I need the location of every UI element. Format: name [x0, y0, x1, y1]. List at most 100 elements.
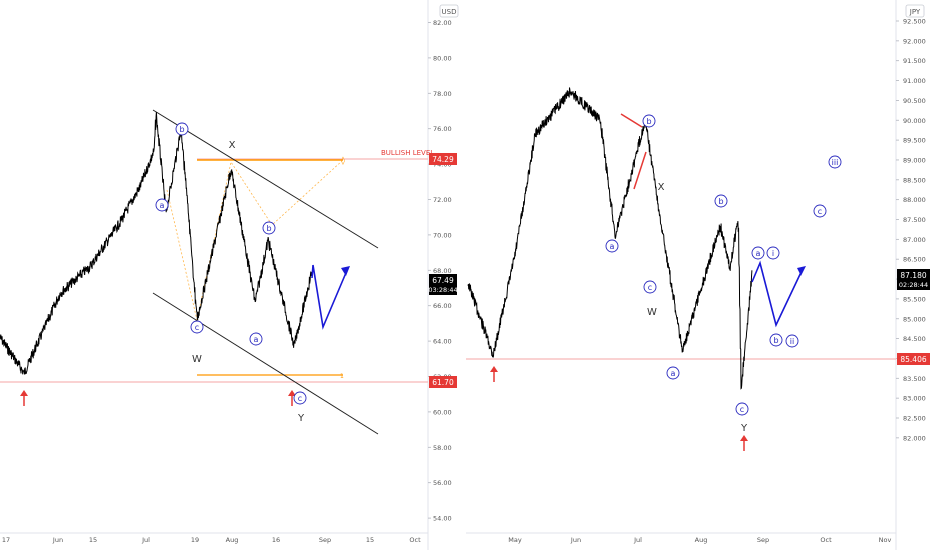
y-tick-label: 82.000 — [903, 434, 926, 442]
y-tick-label: 92.000 — [903, 37, 926, 45]
wave-label-a: a — [249, 332, 263, 346]
y-tick-label: 88.500 — [903, 176, 926, 184]
wave-label-text: b — [646, 117, 651, 126]
right-price-tag-timer: 02:28:44 — [899, 281, 928, 289]
right-projection-path — [751, 260, 804, 328]
wave-label-b: b — [175, 122, 189, 136]
wave-label-c: c — [735, 402, 749, 416]
right-price-axis[interactable]: 92.500 92.000 91.500 91.000 90.500 90.000 89.5… — [896, 18, 926, 443]
y-tick-label: 72.00 — [433, 196, 452, 204]
left-price-tag[interactable] — [429, 274, 457, 295]
x-tick-label: Oct — [409, 536, 421, 544]
wave-label-text: b — [718, 197, 723, 206]
wave-degree-label: Y — [297, 413, 305, 424]
y-tick-label: 89.500 — [903, 137, 926, 145]
y-tick-label: 56.00 — [433, 479, 452, 487]
y-tick-label: 86.500 — [903, 256, 926, 264]
y-tick-label: 82.500 — [903, 415, 926, 423]
wave-label-a: a — [751, 246, 765, 260]
x-tick-label: Jul — [141, 536, 150, 544]
wave-label-text: a — [160, 201, 165, 210]
left-projection-arrowhead — [341, 266, 350, 276]
wave-label-text: b — [266, 224, 271, 233]
left-support-tag[interactable] — [429, 376, 457, 388]
x-tick-label: Oct — [820, 536, 832, 544]
wave-label-text: b — [773, 336, 778, 345]
left-fib-projection-path — [166, 159, 344, 321]
wave-label-text: iii — [832, 158, 839, 167]
left-bullish-tag[interactable] — [429, 153, 457, 165]
y-tick-label: 83.500 — [903, 375, 926, 383]
left-fib-bottom-marker: 1 — [340, 373, 344, 380]
wave-label-text: a — [610, 242, 615, 251]
right-support-tag[interactable] — [897, 353, 930, 365]
right-time-axis[interactable]: May Jun Jul Aug Sep Oct Nov — [508, 536, 891, 544]
wave-degree-label: X — [658, 182, 665, 193]
wave-label-text: i — [772, 249, 774, 258]
left-chart: USD 82.0080.0078.0076.0074.0072.0070.006… — [0, 0, 459, 550]
right-up-arrow-1 — [490, 366, 498, 382]
y-tick-label: 54.00 — [433, 515, 452, 523]
x-tick-label: Sep — [757, 536, 769, 544]
y-tick-label: 85.000 — [903, 315, 926, 323]
right-wedge-line-1 — [620, 113, 643, 128]
right-chart: JPY 92.500 92.000 91.500 91.000 90.500 90.000… — [466, 0, 930, 550]
x-tick-label: 17 — [2, 536, 10, 544]
x-tick-label: Nov — [879, 536, 892, 544]
right-wedge-line-2 — [633, 151, 647, 190]
x-tick-label: Jul — [633, 536, 642, 544]
left-up-arrow-2 — [288, 390, 296, 406]
y-tick-label: 60.00 — [433, 408, 452, 416]
left-price-tag-value: 67.49 — [432, 276, 454, 285]
right-currency-label: JPY — [909, 8, 921, 16]
x-tick-label: Jun — [570, 536, 581, 544]
wave-label-c: c — [643, 280, 657, 294]
wave-label-b: b — [769, 333, 783, 347]
wave-degree-label: W — [647, 307, 657, 318]
y-tick-label: 92.500 — [903, 18, 926, 26]
left-price-axis[interactable]: 82.0080.0078.0076.0074.0072.0070.0068.00… — [428, 19, 452, 523]
left-channel-upper[interactable] — [152, 109, 379, 249]
left-currency-badge[interactable] — [439, 4, 459, 18]
wave-label-i: i — [766, 246, 780, 260]
y-tick-label: 78.00 — [433, 90, 452, 98]
wave-label-text: c — [818, 207, 822, 216]
wave-label-text: c — [298, 394, 302, 403]
y-tick-label: 90.000 — [903, 117, 926, 125]
x-tick-label: Aug — [695, 536, 708, 544]
panel-gap — [460, 0, 466, 550]
bullish-level-label: BULLISH LEVEL — [381, 149, 434, 157]
wave-label-c: c — [190, 320, 204, 334]
wave-label-a: a — [155, 198, 169, 212]
left-bullish-tag-value: 74.29 — [432, 155, 454, 164]
y-tick-label: 88.000 — [903, 196, 926, 204]
left-price-tag-timer: 03:28:44 — [428, 286, 457, 294]
y-tick-label: 82.00 — [433, 19, 452, 27]
wave-label-a: a — [605, 239, 619, 253]
y-tick-label: 84.500 — [903, 335, 926, 343]
y-tick-label: 64.00 — [433, 338, 452, 346]
left-channel-lower[interactable] — [152, 292, 379, 435]
y-tick-label: 89.000 — [903, 156, 926, 164]
wave-label-text: c — [195, 323, 199, 332]
right-currency-badge[interactable] — [905, 4, 925, 18]
wave-label-text: a — [254, 335, 259, 344]
x-tick-label: Aug — [226, 536, 239, 544]
right-support-tag-value: 85.406 — [900, 355, 926, 364]
left-support-tag-value: 61.70 — [432, 378, 454, 387]
wave-degree-label: Y — [740, 423, 748, 434]
right-price-tag[interactable] — [897, 269, 930, 290]
wave-label-b: b — [714, 194, 728, 208]
x-tick-label: May — [508, 536, 522, 544]
left-time-axis[interactable]: 17 Jun 15 Jul 19 Aug 16 Sep 15 Oct — [2, 536, 421, 544]
wave-label-text: c — [648, 283, 652, 292]
left-wave-labels: a b c a b c X W Y — [155, 122, 307, 424]
y-tick-label: 68.00 — [433, 267, 452, 275]
y-tick-label: 76.00 — [433, 125, 452, 133]
y-tick-label: 85.500 — [903, 295, 926, 303]
wave-label-ii: ii — [785, 334, 799, 348]
y-tick-label: 80.00 — [433, 54, 452, 62]
y-tick-label: 66.00 — [433, 302, 452, 310]
